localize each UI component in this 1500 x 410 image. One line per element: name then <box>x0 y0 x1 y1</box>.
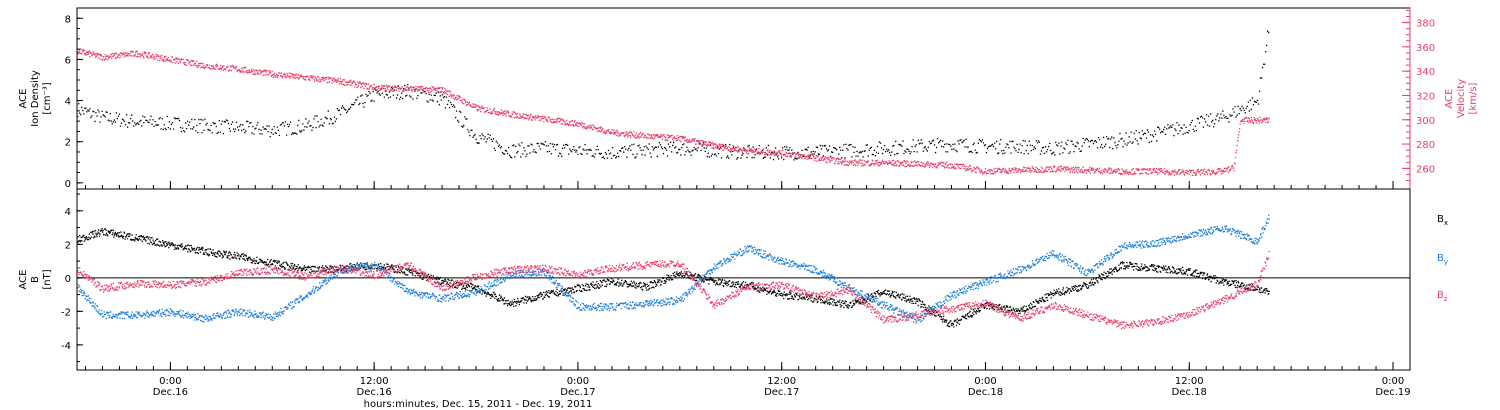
velocity-tick-label: 340 <box>1416 67 1435 78</box>
time-tick-date: Dec.17 <box>764 387 799 398</box>
time-tick-label: 0:00 <box>1382 376 1404 387</box>
legend-bz: Bz <box>1437 290 1448 303</box>
density-tick-label: 6 <box>65 55 71 66</box>
velocity-series <box>77 48 1270 177</box>
field-axis-title-line: ACE <box>18 270 29 290</box>
time-tick-label: 0:00 <box>159 376 181 387</box>
velocity-axis-title-line: [km/s] <box>1468 82 1479 114</box>
time-tick-date: Dec.18 <box>968 387 1003 398</box>
time-tick-date: Dec.18 <box>1172 387 1207 398</box>
velocity-tick-label: 280 <box>1416 140 1435 151</box>
legend-subscript: x <box>1444 219 1448 227</box>
time-tick-label: 12:00 <box>360 376 389 387</box>
density-tick-label: 8 <box>65 14 71 25</box>
density-tick-label: 4 <box>65 97 71 108</box>
field-axis-title-line: [nT] <box>42 269 53 289</box>
velocity-tick-label: 320 <box>1416 91 1435 102</box>
legend-subscript: y <box>1444 258 1448 266</box>
velocity-tick-label: 300 <box>1416 116 1435 127</box>
legend-symbol: B <box>1437 214 1444 225</box>
time-tick-date: Dec.17 <box>560 387 595 398</box>
velocity-axis: 260 280 300 320 340 360 380 ACEVelocity[km/s] <box>1402 8 1479 189</box>
field-axis-title: ACEB[nT] <box>18 269 53 289</box>
time-tick-label: 0:00 <box>974 376 996 387</box>
legend-by: By <box>1437 253 1448 266</box>
legend-bx: Bx <box>1437 214 1448 227</box>
time-tick-label: 0:00 <box>567 376 589 387</box>
density-axis: 0 2 4 6 8 ACEIon Density[cm⁻³] <box>18 14 83 190</box>
legend-symbol: B <box>1437 253 1444 264</box>
bz-series <box>77 250 1270 330</box>
velocity-tick-label: 360 <box>1416 43 1435 54</box>
time-tick-label: 12:00 <box>767 376 796 387</box>
density-axis-title-line: Ion Density <box>30 70 41 127</box>
velocity-tick-label: 380 <box>1416 19 1435 30</box>
legend-subscript: z <box>1444 295 1448 303</box>
top-panel-marks <box>77 30 1270 177</box>
time-tick-date: Dec.16 <box>357 387 392 398</box>
velocity-tick-label: 260 <box>1416 164 1435 175</box>
time-tick-date: Dec.16 <box>153 387 188 398</box>
bottom-panel-marks <box>77 214 1410 330</box>
time-axis: 0:00Dec.1612:00Dec.160:00Dec.1712:00Dec.… <box>84 181 1411 398</box>
top-panel-frame <box>76 7 1411 190</box>
density-axis-title: ACEIon Density[cm⁻³] <box>18 70 53 127</box>
field-tick-label: 2 <box>65 240 71 251</box>
time-tick-label: 12:00 <box>1175 376 1204 387</box>
bottom-panel-frame <box>76 188 1411 371</box>
legend-symbol: B <box>1437 290 1444 301</box>
velocity-axis-title: ACEVelocity[km/s] <box>1444 79 1479 118</box>
density-tick-label: 0 <box>65 179 71 190</box>
time-tick-date: Dec.19 <box>1375 387 1410 398</box>
field-tick-label: -2 <box>61 307 71 318</box>
by-series <box>77 214 1270 324</box>
density-axis-title-line: ACE <box>18 89 29 109</box>
field-tick-label: -4 <box>61 341 71 352</box>
field-axis-title-line: B <box>30 276 41 283</box>
density-axis-title-line: [cm⁻³] <box>42 82 53 114</box>
velocity-axis-title-line: Velocity <box>1456 79 1467 118</box>
field-axis: -4 -2 0 2 4 ACEB[nT] <box>18 193 83 363</box>
velocity-axis-title-line: ACE <box>1444 89 1455 109</box>
density-tick-label: 2 <box>65 138 71 149</box>
field-tick-label: 4 <box>65 207 71 218</box>
x-axis-title: hours:minutes, Dec. 15, 2011 - Dec. 19, … <box>364 399 593 410</box>
field-tick-label: 0 <box>65 274 71 285</box>
